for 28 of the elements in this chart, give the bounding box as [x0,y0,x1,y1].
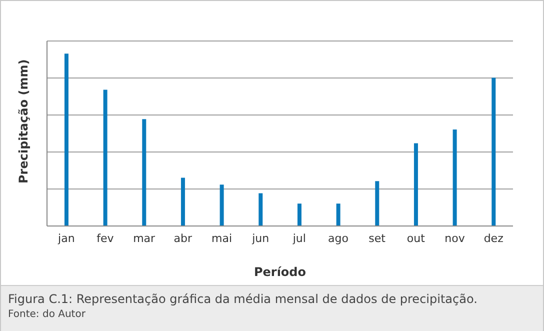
x-tick-label: abr [174,232,193,245]
bar [258,193,263,226]
y-axis-title: Precipitação (mm) [16,59,30,184]
x-tick-label: ago [328,232,349,245]
bar [220,184,224,226]
text: Figura C.1: Representação gráfica da média mensal de dados de precipitação. [8,292,478,306]
bar [180,178,185,226]
x-tick-label: nov [444,232,466,245]
bar [142,119,146,226]
x-tick-label: set [368,232,386,245]
x-tick-label: jul [292,232,306,245]
bar [64,54,68,226]
bar [492,78,496,226]
source-note: Fonte: do Autor [8,309,86,320]
bar [452,129,457,226]
bar [297,204,302,226]
x-tick-label: mai [211,232,232,245]
bar [103,90,108,226]
x-tick-label: mar [133,232,156,245]
x-tick-label: jan [57,232,75,245]
x-axis-title: Período [254,265,306,279]
x-tick-label: fev [96,232,114,245]
x-tick-label: jun [251,232,270,245]
x-tick-label: out [406,232,426,245]
bar [336,204,340,226]
x-tick-label: dez [484,232,504,245]
bar [414,143,418,226]
bar [375,181,380,226]
